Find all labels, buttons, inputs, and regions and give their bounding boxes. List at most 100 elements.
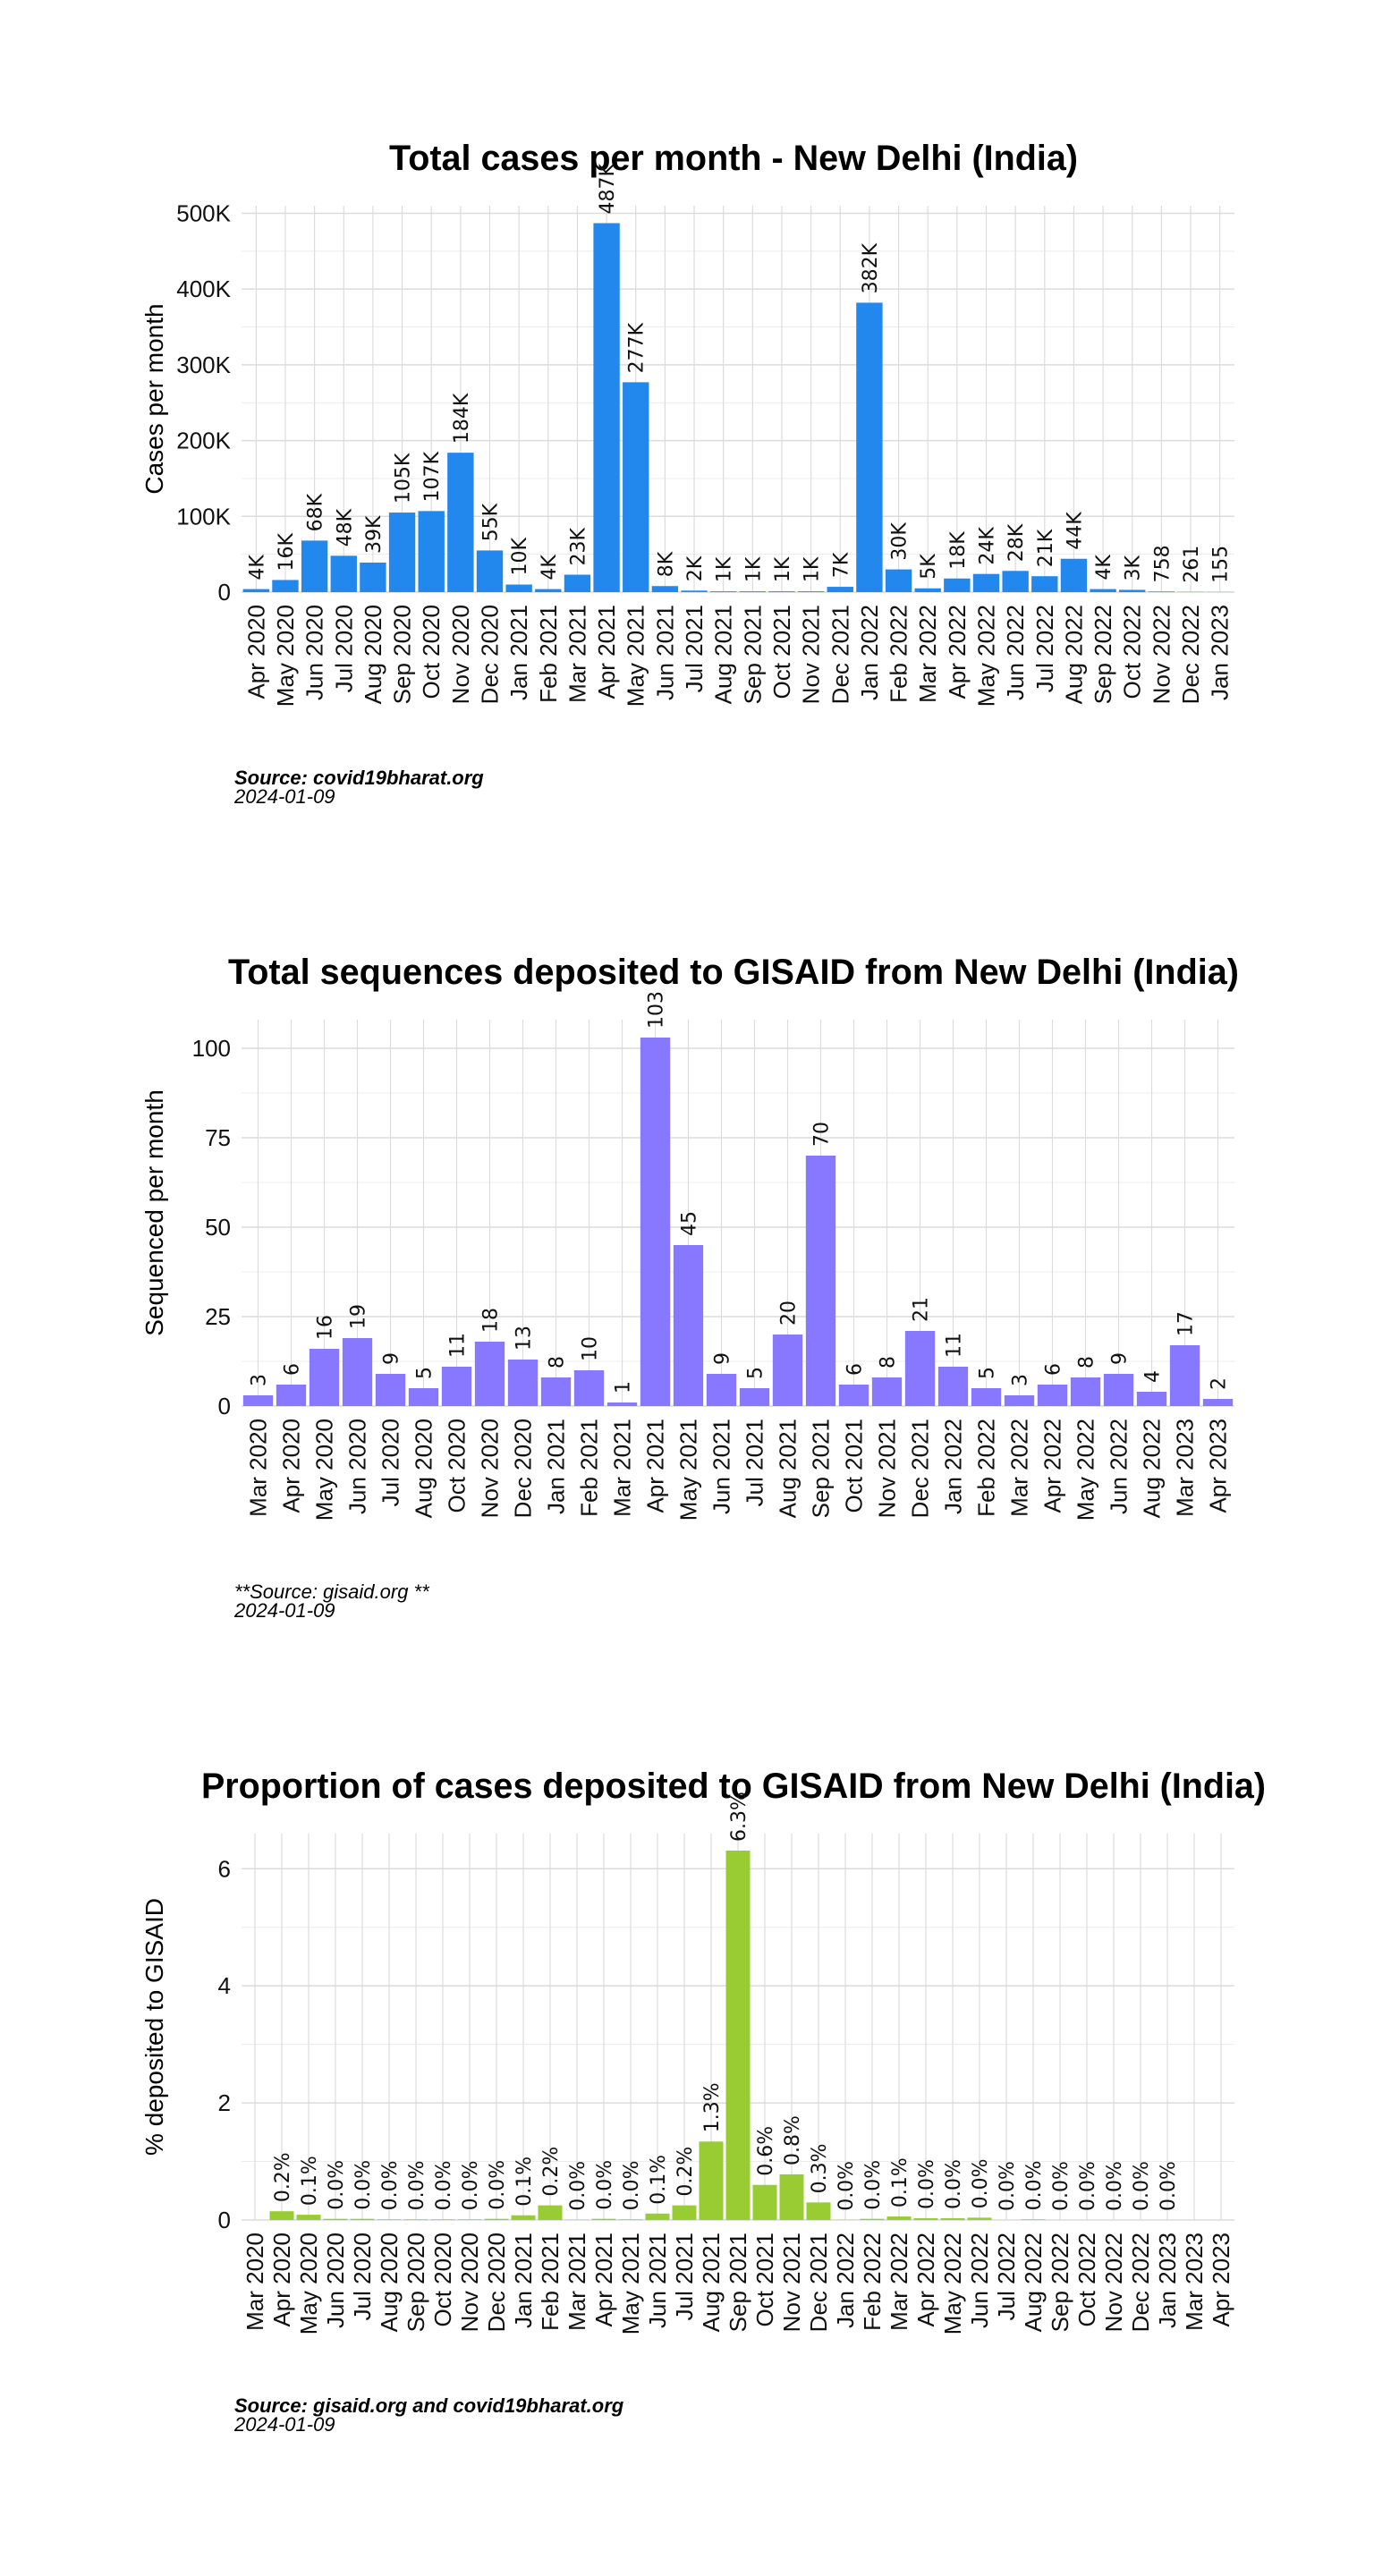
data-label: 184K — [451, 393, 473, 444]
x-tick-label: Oct 2021 — [841, 1419, 868, 1513]
date-note: 2024-01-09 — [233, 785, 335, 808]
y-tick-label: 300K — [176, 352, 231, 378]
bar — [886, 2216, 912, 2220]
x-tick-label: Apr 2023 — [1205, 1419, 1232, 1513]
data-label: 4 — [1142, 1370, 1165, 1383]
data-label: 0.0% — [1158, 2161, 1180, 2211]
x-tick-label: Apr 2022 — [1039, 1419, 1066, 1513]
bar — [408, 1388, 439, 1406]
bar — [739, 591, 767, 592]
bar — [272, 580, 299, 592]
bar — [342, 1338, 373, 1406]
x-tick-label: Feb 2021 — [535, 605, 562, 703]
x-tick-label: Jul 2022 — [993, 2233, 1020, 2320]
x-tick-label: Apr 2021 — [593, 605, 620, 699]
x-tick-label: Feb 2022 — [973, 1419, 1000, 1517]
x-tick-label: May 2021 — [623, 605, 649, 707]
x-tick-label: Jan 2022 — [832, 2233, 859, 2328]
data-label: 0.1% — [648, 2155, 670, 2205]
y-axis-label: Cases per month — [140, 303, 168, 494]
bar — [1060, 558, 1088, 592]
bar — [1037, 1385, 1068, 1406]
bar — [564, 574, 591, 592]
data-label: 68K — [305, 493, 327, 531]
data-label: 11 — [944, 1333, 966, 1358]
data-label: 0.2% — [674, 2147, 697, 2197]
data-label: 0.2% — [272, 2152, 294, 2202]
y-tick-label: 500K — [176, 199, 231, 226]
data-label: 9 — [1109, 1352, 1132, 1365]
data-label: 4K — [246, 555, 268, 580]
data-label: 8 — [1076, 1356, 1098, 1368]
data-label: 4K — [1093, 555, 1115, 580]
bar — [403, 2219, 428, 2220]
data-label: 7K — [830, 552, 852, 578]
bar — [709, 591, 737, 592]
y-tick-label: 100K — [176, 503, 231, 530]
x-tick-label: Feb 2021 — [537, 2233, 564, 2331]
data-label: 11 — [447, 1333, 470, 1358]
data-label: 3K — [1123, 555, 1145, 580]
bar — [1103, 1374, 1134, 1406]
bar — [301, 540, 328, 592]
y-tick-label: 50 — [205, 1214, 231, 1241]
x-tick-label: Dec 2021 — [805, 2233, 832, 2332]
source-note: Source: covid19bharat.org — [234, 767, 484, 789]
x-tick-label: Jun 2022 — [1106, 1419, 1132, 1514]
data-label: 45 — [679, 1211, 701, 1236]
x-tick-label: Nov 2021 — [798, 605, 825, 704]
bar — [913, 2218, 938, 2220]
x-tick-label: Dec 2021 — [827, 605, 853, 704]
data-label: 0.0% — [621, 2160, 643, 2210]
x-tick-label: Apr 2022 — [912, 2233, 939, 2327]
data-label: 6 — [1043, 1363, 1065, 1376]
bar — [940, 2218, 965, 2220]
x-tick-label: Nov 2022 — [1148, 605, 1175, 704]
bar — [441, 1367, 472, 1406]
x-tick-label: Mar 2020 — [242, 2233, 268, 2331]
x-tick-label: Nov 2020 — [447, 605, 474, 704]
x-tick-label: Jan 2021 — [505, 605, 532, 700]
x-tick-label: Jul 2020 — [330, 605, 357, 692]
data-label: 30K — [889, 522, 912, 561]
x-tick-label: Dec 2020 — [483, 2233, 510, 2332]
bar — [673, 1245, 704, 1406]
x-tick-label: Jun 2021 — [651, 605, 678, 700]
data-label: 1.3% — [701, 2082, 724, 2132]
y-tick-label: 0 — [218, 579, 231, 606]
data-label: 0.0% — [1050, 2161, 1073, 2211]
x-tick-label: Mar 2023 — [1181, 2233, 1208, 2331]
x-tick-label: Aug 2020 — [411, 1419, 437, 1518]
y-tick-label: 0 — [218, 1393, 231, 1419]
x-tick-label: Apr 2020 — [242, 605, 269, 699]
bar — [474, 1342, 505, 1406]
data-label: 0.1% — [299, 2156, 321, 2206]
bar — [1004, 1395, 1035, 1406]
bar — [860, 2218, 885, 2220]
bar — [914, 588, 941, 592]
x-tick-label: Jul 2020 — [377, 1419, 404, 1506]
x-tick-label: Apr 2021 — [590, 2233, 617, 2327]
bar — [1136, 1392, 1167, 1406]
data-label: 382K — [860, 242, 882, 293]
bar — [768, 591, 795, 592]
data-label: 17 — [1175, 1311, 1198, 1336]
data-label: 3 — [249, 1374, 271, 1386]
bar — [540, 1377, 572, 1406]
bar — [507, 1360, 539, 1406]
bar — [242, 589, 270, 592]
x-tick-label: Dec 2020 — [510, 1419, 537, 1518]
x-tick-label: Mar 2020 — [245, 1419, 272, 1517]
x-tick-label: Sep 2021 — [808, 1419, 835, 1518]
bar — [593, 223, 620, 592]
bar — [573, 1370, 605, 1406]
x-tick-label: May 2020 — [295, 2233, 322, 2334]
x-tick-label: Jan 2022 — [856, 605, 883, 700]
data-label: 44K — [1064, 512, 1086, 550]
x-tick-label: Jun 2020 — [322, 2233, 349, 2328]
data-label: 6.3% — [728, 1792, 751, 1842]
x-tick-label: Nov 2022 — [1100, 2233, 1127, 2332]
data-label: 13 — [513, 1326, 536, 1351]
bar — [511, 2215, 536, 2220]
x-tick-label: Jul 2021 — [671, 2233, 698, 2320]
